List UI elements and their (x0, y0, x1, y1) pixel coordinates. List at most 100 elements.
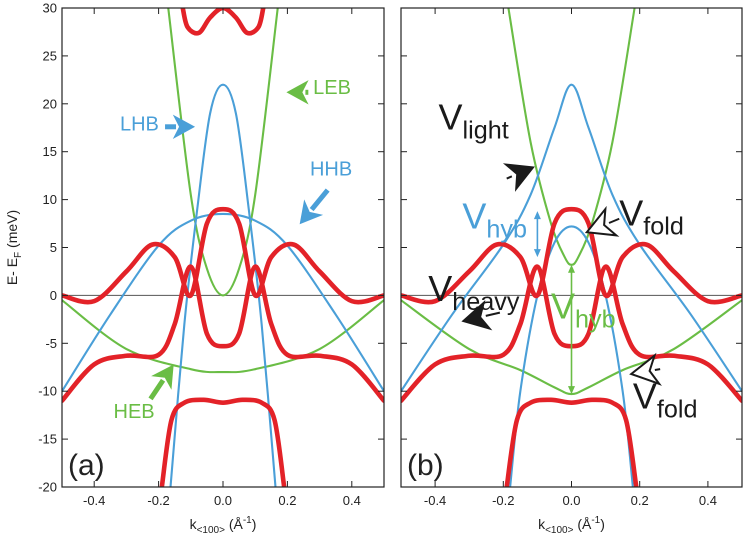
y-tick-label: -20 (38, 480, 57, 495)
band-curve-blue-2 (62, 212, 384, 393)
arrow-head (299, 199, 324, 225)
arrow-head (151, 364, 174, 390)
x-tick-label: 0.0 (214, 493, 232, 508)
band-curve-blue-2 (401, 83, 742, 393)
double-arrow-head-top (568, 264, 575, 273)
annotation-main: LEB (313, 77, 351, 99)
annotation-v-hyb: Vhyb (551, 285, 616, 333)
band-curve-red-5 (62, 264, 384, 404)
band-curve-red-6 (504, 397, 639, 487)
x-tick-label: -0.4 (424, 493, 446, 508)
x-tick-label: -0.2 (147, 493, 169, 508)
x-tick-label: 0.4 (699, 493, 717, 508)
annotation-main: V (428, 268, 452, 309)
annotation-sub: heavy (452, 288, 520, 316)
y-tick-label: 25 (43, 48, 57, 63)
double-arrow-head-bottom (568, 386, 575, 395)
annotation-lhb: LHB (120, 114, 159, 136)
y-tick-label: 0 (50, 288, 57, 303)
arrow-shaft (608, 217, 620, 224)
band-curve-green-0 (167, 8, 279, 297)
y-tick-label: 5 (50, 240, 57, 255)
annotation-arrow-leb (286, 80, 309, 105)
double-arrow-head-top (533, 211, 541, 220)
x-axis-label-unit: (Å (225, 516, 244, 532)
annotation-arrow-fold (629, 352, 662, 386)
x-axis-label-unit: (Å (573, 516, 592, 532)
annotation-v-light: Vlight (439, 97, 509, 145)
annotation-hhb: HHB (310, 159, 352, 181)
annotation-v-fold: Vfold (619, 192, 684, 240)
annotation-sub: fold (643, 212, 684, 240)
band-curves (62, 8, 384, 487)
y-tick-label: 15 (43, 144, 57, 159)
y-tick-label: 20 (43, 96, 57, 111)
panel-label: (a) (68, 449, 105, 482)
band-curve-red-4 (62, 206, 384, 305)
x-tick-label: 0.0 (562, 493, 580, 508)
x-axis-label-unit-sup: -1 (243, 515, 252, 526)
arrow-shaft (654, 368, 661, 372)
band-curve-red-7 (180, 8, 266, 36)
annotation-arrow-heavy (461, 300, 501, 331)
y-axis-label-unit: (meV) (4, 210, 20, 252)
y-tick-label: 30 (43, 1, 57, 16)
annotation-leb: LEB (313, 77, 351, 99)
annotation-heb: HEB (114, 401, 155, 423)
annotation-v-hyb: Vhyb (462, 195, 527, 243)
annotation-sub: light (463, 117, 509, 145)
panel-b: -0.4 -0.2 0.0 0.2 0.4 k<100> (Å-1) (b) Vlight Vh… (400, 7, 743, 536)
annotation-v-heavy: Vheavy (428, 268, 520, 316)
band-curve-blue-3 (509, 225, 634, 487)
annotation-main: V (619, 192, 643, 233)
annotation-main: HEB (114, 401, 155, 423)
panel-label: (b) (407, 449, 444, 482)
annotation-sub: hyb (486, 215, 527, 243)
arrow-shaft (309, 188, 330, 212)
annotation-main: V (462, 195, 486, 236)
arrow-head (172, 114, 196, 140)
x-axis-label-symbol: k (190, 516, 198, 532)
x-tick-label: 0.2 (631, 493, 649, 508)
arrow-head (461, 300, 493, 331)
x-tick-label: 0.2 (278, 493, 296, 508)
x-axis-label-unit-sup: -1 (591, 515, 600, 526)
annotation-arrow-heb (148, 364, 174, 401)
arrow-shaft (506, 175, 513, 180)
annotation-arrow-hhb (299, 188, 330, 225)
annotation-main: HHB (310, 159, 352, 181)
arrow-head (629, 352, 662, 386)
y-axis-label: E- EF (meV) (4, 210, 24, 285)
x-tick-label: -0.4 (83, 493, 105, 508)
double-arrow-blue (533, 211, 541, 258)
annotation-sub: fold (657, 395, 698, 423)
x-axis-label-unit-close: ) (252, 516, 257, 532)
x-tick-label: -0.2 (492, 493, 514, 508)
x-axis-label-symbol: k (538, 516, 546, 532)
x-axis-label-sub: <100> (197, 525, 226, 536)
annotation-main: LHB (120, 114, 159, 136)
annotation-sub: hyb (575, 305, 616, 333)
annotation-main: V (633, 375, 657, 416)
y-tick-label: -5 (45, 336, 57, 351)
x-tick-label: 0.4 (343, 493, 361, 508)
arrow-head (502, 163, 535, 192)
y-tick-label: -15 (38, 432, 57, 447)
band-curve-green-0 (507, 8, 636, 266)
annotation-arrow-lhb (165, 114, 196, 140)
double-arrow-green (568, 264, 575, 395)
x-axis-label-unit-close: ) (600, 516, 605, 532)
annotation-main: V (551, 285, 575, 326)
panel-a: -0.4 -0.2 0.0 0.2 0.4 -20 -15 -10 -5 0 5 10 15 20 25 30… (4, 1, 385, 536)
x-axis-label-sub: <100> (545, 525, 574, 536)
y-tick-label: -10 (38, 384, 57, 399)
band-curve-green-1 (62, 299, 384, 374)
annotation-v-fold: Vfold (633, 375, 698, 423)
y-tick-label: 10 (43, 192, 57, 207)
arrow-shaft (485, 311, 501, 317)
arrow-head (584, 205, 620, 237)
arrow-head (286, 80, 309, 105)
x-axis-label: k<100> (Å-1) (190, 515, 257, 536)
y-axis-label-symbol: E- E (4, 258, 20, 285)
